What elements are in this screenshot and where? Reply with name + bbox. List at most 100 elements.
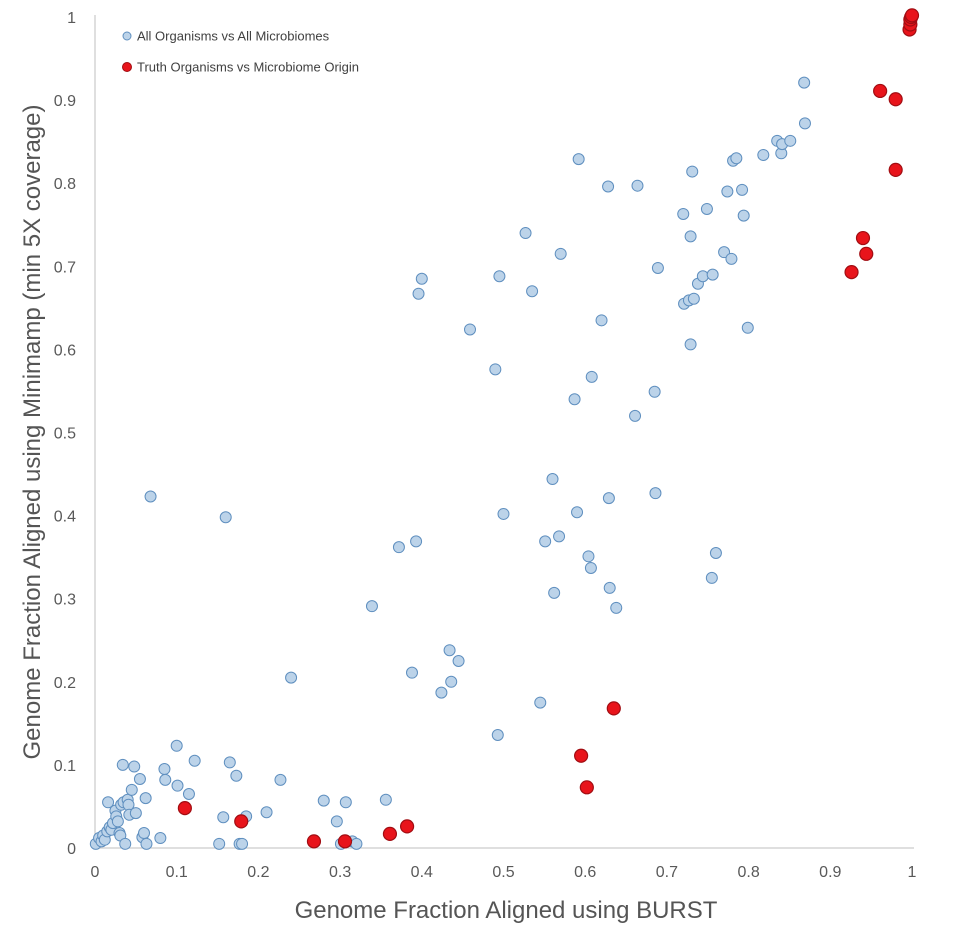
legend: All Organisms vs All Microbiomes Truth Or… <box>122 29 359 75</box>
all-organisms-point <box>350 837 363 850</box>
truth-organisms-point <box>382 826 398 841</box>
x-tick-label: 0.9 <box>819 864 841 881</box>
all-organisms-point <box>684 338 697 351</box>
truth-organisms-point <box>337 834 353 849</box>
y-tick-label: 0.6 <box>54 342 76 359</box>
all-organisms-point <box>415 272 428 285</box>
truth-organisms-point <box>177 801 192 816</box>
all-organisms-point <box>709 546 722 559</box>
all-organisms-point <box>493 270 506 283</box>
truth-organisms-point <box>844 265 859 280</box>
y-tick-label: 0.4 <box>54 509 76 526</box>
tick-labels: 0 0.1 0.2 0.3 0.4 0.5 0.6 0.7 0.8 0.9 1 0 0.1 0.2 0.3 0… <box>54 10 917 881</box>
y-axis-label: Genome Fraction Aligned using Minimamp (… <box>19 105 46 760</box>
all-organisms-point <box>159 773 172 786</box>
truth-organisms-point <box>888 162 903 178</box>
all-organisms-point <box>568 393 581 406</box>
x-tick-label: 0.5 <box>492 864 514 881</box>
all-organisms-point <box>102 796 115 809</box>
legend-marker <box>122 62 132 72</box>
all-organisms-point <box>230 769 243 782</box>
all-organisms-point <box>140 837 153 850</box>
all-organisms-point <box>412 287 425 300</box>
all-organisms-point <box>260 806 273 819</box>
all-organisms-point <box>170 739 183 752</box>
all-organisms-point <box>489 363 502 376</box>
all-organisms-point <box>217 811 230 824</box>
all-organisms-point <box>718 246 731 259</box>
all-organisms-point <box>213 837 226 850</box>
all-organisms-point <box>410 535 423 548</box>
all-organisms-point <box>119 837 132 850</box>
all-organisms-point <box>548 586 561 599</box>
all-organisms-point <box>696 270 709 283</box>
truth-organisms-point <box>859 246 874 261</box>
all-organisms-point <box>584 561 597 574</box>
all-organisms-point <box>798 76 811 89</box>
all-organisms-point <box>784 134 797 147</box>
all-organisms-point <box>648 385 661 398</box>
x-tick-label: 0 <box>91 864 100 881</box>
all-organisms-point <box>757 148 770 161</box>
all-organisms-point <box>188 754 201 767</box>
x-tick-label: 1 <box>908 864 917 881</box>
x-tick-label: 0.7 <box>656 864 678 881</box>
all-organisms-point <box>571 506 584 519</box>
all-organisms-point <box>603 581 616 594</box>
all-organisms-point <box>554 247 567 260</box>
x-tick-label: 0.6 <box>574 864 596 881</box>
all-organisms-point <box>553 530 566 543</box>
all-organisms-point <box>736 183 749 196</box>
all-organisms-point <box>182 787 195 800</box>
all-organisms-point <box>687 292 700 305</box>
all-organisms-point <box>158 763 171 776</box>
all-organisms-point <box>497 507 510 520</box>
truth-organisms-point <box>579 780 594 795</box>
y-tick-label: 1 <box>67 10 76 27</box>
legend-label: All Organisms vs All Microbiomes <box>137 29 330 44</box>
all-organisms-point <box>677 207 690 220</box>
y-tick-label: 0.5 <box>54 426 76 443</box>
all-organisms-point <box>705 571 718 584</box>
all-organisms-point <box>721 185 734 198</box>
x-tick-label: 0.4 <box>411 864 433 881</box>
all-organisms-point <box>339 796 352 809</box>
all-organisms-point <box>236 837 249 850</box>
all-organisms-point <box>700 202 713 215</box>
all-organisms-point <box>445 675 458 688</box>
all-organisms-point <box>725 252 738 265</box>
all-organisms-point <box>526 285 539 298</box>
all-organisms-point <box>546 473 559 486</box>
all-organisms-point <box>737 209 750 222</box>
truth-organisms-point <box>888 92 903 107</box>
legend-marker <box>122 31 132 41</box>
all-organisms-point <box>595 314 608 327</box>
all-organisms-point <box>138 827 151 840</box>
all-organisms-point <box>405 666 418 679</box>
all-organisms-point <box>133 773 146 786</box>
all-organisms-point <box>452 655 465 668</box>
all-organisms-point <box>392 541 405 554</box>
legend-label: Truth Organisms vs Microbiome Origin <box>137 60 359 75</box>
y-tick-label: 0.1 <box>54 758 76 775</box>
all-organisms-point <box>585 370 598 383</box>
all-organisms-point <box>631 179 644 192</box>
all-organisms-point <box>519 227 532 240</box>
all-organisms-point <box>491 728 504 741</box>
all-organisms-point <box>572 153 585 166</box>
all-organisms-point <box>684 230 697 243</box>
all-organisms-point <box>534 696 547 709</box>
all-organisms-point <box>154 832 167 845</box>
all-organisms-point <box>629 409 642 422</box>
axes <box>94 15 914 849</box>
all-organisms-point <box>128 760 141 773</box>
all-organisms-point <box>602 180 615 193</box>
all-organisms-point <box>330 815 343 828</box>
truth-organisms-point <box>606 701 621 716</box>
x-tick-label: 0.2 <box>247 864 269 881</box>
truth-organisms-point <box>234 814 249 829</box>
all-organisms-point <box>443 644 456 657</box>
all-organisms-point <box>602 492 615 505</box>
